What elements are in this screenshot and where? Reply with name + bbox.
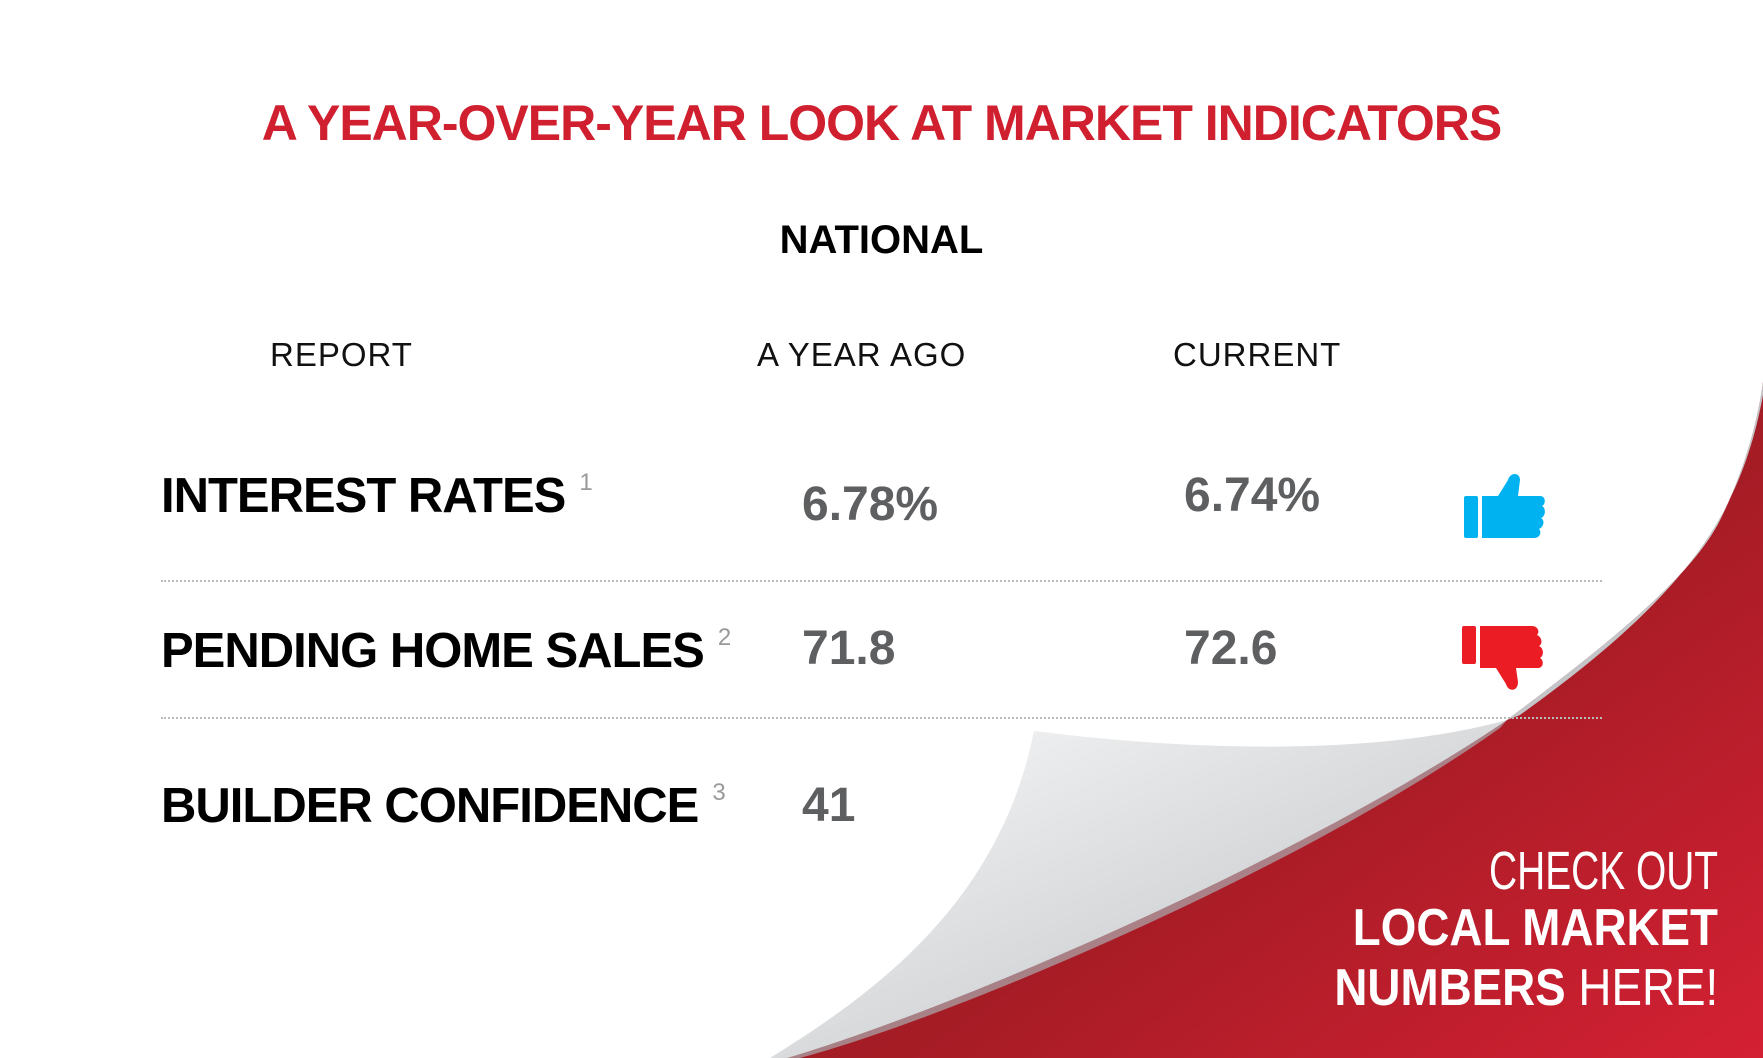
cta-line-3[interactable]: NUMBERS HERE! [1334, 959, 1718, 1017]
footnote-marker: 1 [579, 469, 592, 496]
builder-confidence-year-ago: 41 [802, 779, 856, 832]
row-label-interest-rates: INTEREST RATES 1 [161, 469, 593, 523]
row-divider [161, 717, 1602, 719]
red-corner [787, 382, 1763, 1058]
curled-flap [770, 720, 1507, 1058]
column-header-year-ago: A YEAR AGO [757, 336, 967, 373]
row-divider [161, 580, 1602, 582]
footnote-marker: 2 [717, 624, 731, 651]
row-label-pending-home-sales: PENDING HOME SALES 2 [161, 624, 731, 678]
cta-line-1[interactable]: CHECK OUT [1489, 841, 1718, 901]
column-header-current: CURRENT [1173, 336, 1342, 373]
thumbs-up-icon [1464, 474, 1545, 538]
pending-home-sales-year-ago: 71.8 [802, 622, 896, 675]
interest-rates-current: 6.74% [1184, 469, 1321, 522]
page-title: A YEAR-OVER-YEAR LOOK AT MARKET INDICATO… [261, 95, 1503, 151]
row-label-builder-confidence: BUILDER CONFIDENCE 3 [161, 779, 726, 833]
thumbs-down-icon [1462, 626, 1543, 690]
column-header-report: REPORT [270, 336, 413, 373]
region-heading: NATIONAL [779, 218, 984, 262]
interest-rates-year-ago: 6.78% [802, 478, 939, 531]
cta-line-2[interactable]: LOCAL MARKET [1352, 899, 1718, 957]
footnote-marker: 3 [712, 779, 725, 806]
pending-home-sales-current: 72.6 [1184, 622, 1278, 675]
